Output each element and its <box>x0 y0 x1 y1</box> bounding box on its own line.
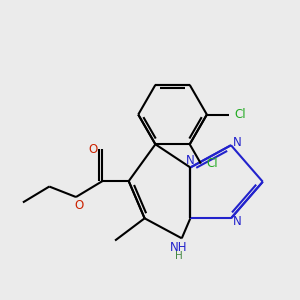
Text: O: O <box>74 200 84 212</box>
Text: NH: NH <box>170 241 187 254</box>
Text: N: N <box>186 154 195 167</box>
Text: Cl: Cl <box>234 108 246 121</box>
Text: Cl: Cl <box>206 157 218 170</box>
Text: O: O <box>88 143 98 156</box>
Text: N: N <box>233 136 242 148</box>
Text: N: N <box>233 215 242 228</box>
Text: H: H <box>175 251 182 261</box>
